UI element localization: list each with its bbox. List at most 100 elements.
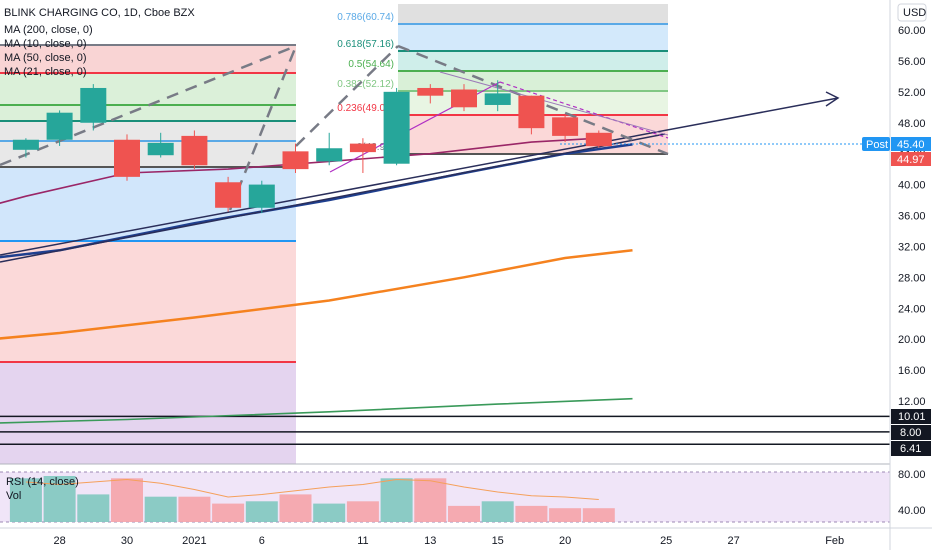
- legend-ma-200: MA (200, close, 0): [4, 24, 93, 36]
- x-tick-label: 15: [492, 535, 504, 547]
- volume-bar: [245, 501, 278, 522]
- pink-path-2: [499, 81, 669, 139]
- trend-lines: [0, 44, 890, 263]
- candle: [451, 84, 477, 112]
- volume-bar: [448, 505, 480, 522]
- candle: [282, 143, 309, 173]
- horizontal-levels: [0, 415, 890, 445]
- y-tick-label: 60.00: [898, 25, 926, 37]
- candle: [316, 132, 343, 166]
- fib-zone-purple: [0, 362, 296, 464]
- currency-button[interactable]: USD: [897, 3, 927, 22]
- candle: [181, 130, 208, 170]
- candle: [215, 176, 242, 212]
- candle: [80, 84, 107, 131]
- volume-bar: [212, 503, 245, 522]
- candle: [248, 180, 275, 214]
- fib-zone-right-green: [398, 71, 668, 91]
- rsi-label: RSI (14, close): [6, 476, 79, 488]
- level-10-01: 10.01: [898, 411, 926, 423]
- volume-bar: [279, 494, 312, 522]
- volume-bar: [144, 496, 177, 522]
- legend-ma-21: MA (21, close, 0): [4, 66, 87, 78]
- y-tick-label: 56.00: [898, 56, 926, 68]
- x-tick-label: 13: [424, 535, 436, 547]
- time-axis[interactable]: 28 30 2021 6 11 13 15 20 25 27 Feb: [53, 535, 844, 547]
- x-tick-label: 11: [357, 535, 368, 547]
- x-tick-label: Feb: [825, 535, 844, 547]
- y-tick-label: 24.00: [898, 303, 926, 315]
- fib-zone-green: [0, 73, 296, 121]
- fib-zone-right-grey: [398, 4, 668, 24]
- x-tick-label: 2021: [182, 535, 206, 547]
- dashed-projection-left-2: [0, 44, 297, 167]
- ma-line: [0, 137, 599, 204]
- candle: [518, 95, 545, 135]
- x-tick-label: 30: [121, 535, 133, 547]
- level-6-41: 6.41: [900, 443, 921, 455]
- price-tags: Post 45.40 44.97 10.01 8.00 6.41: [862, 137, 931, 456]
- y-tick-label: 52.00: [898, 87, 926, 99]
- legend-ma-50: MA (50, close, 0): [4, 52, 87, 64]
- y-tick-label: 40.00: [898, 180, 926, 192]
- fib-label: 0.618(57.16): [337, 39, 394, 50]
- ma-line: [0, 397, 633, 424]
- trend-line-lower: [0, 133, 666, 263]
- rsi-axis: 80.00 40.00: [898, 469, 926, 517]
- y-tick-label: 32.00: [898, 241, 926, 253]
- candle: [12, 138, 39, 158]
- volume-bar: [9, 478, 42, 522]
- legend-ma-10: MA (10, close, 0): [4, 38, 87, 50]
- volume-bar: [414, 478, 447, 522]
- volume-bar: [77, 494, 110, 522]
- volume-bar: [549, 508, 582, 522]
- fib-label: 0.236(49.01): [337, 103, 394, 114]
- dashed-projection-right: [295, 45, 399, 147]
- fib-zone-top: [0, 45, 296, 73]
- fib-zone-right-blue: [398, 24, 668, 51]
- volume-bar: [380, 478, 413, 522]
- fib-zone-right-teal: [398, 51, 668, 71]
- fib-label: 0.786(60.74): [337, 12, 394, 23]
- y-tick-label: 20.00: [898, 334, 926, 346]
- chart-title: BLINK CHARGING CO, 1D, Cboe BZX: [4, 7, 195, 19]
- candle: [147, 132, 174, 158]
- x-tick-label: 27: [727, 535, 739, 547]
- x-tick-label: 20: [559, 535, 571, 547]
- volume-bar: [515, 505, 548, 522]
- candle: [46, 110, 73, 146]
- currency-label: USD: [903, 7, 926, 19]
- volume-bar: [313, 503, 346, 522]
- trend-arrow-head: [825, 91, 840, 107]
- volume-bar: [111, 478, 143, 522]
- candle: [383, 87, 410, 166]
- volume-bars: [9, 476, 615, 522]
- y-tick-label: 36.00: [898, 211, 926, 223]
- volume-bar: [346, 501, 379, 522]
- fib-zone-blue: [0, 167, 296, 241]
- vol-label: Vol: [6, 490, 21, 502]
- volume-bar: [582, 508, 615, 522]
- x-tick-label: 25: [660, 535, 672, 547]
- candle: [417, 84, 444, 104]
- volume-bar: [481, 501, 514, 522]
- pink-path-3: [439, 71, 669, 136]
- fib-label: 0.382(52.12): [337, 79, 394, 90]
- price-axis-bg: [890, 0, 932, 550]
- trend-line-upper: [0, 97, 839, 256]
- y-tick-label: 16.00: [898, 365, 926, 377]
- last-price: 44.97: [897, 154, 925, 166]
- fib-zone-pink: [0, 241, 296, 362]
- level-8-00: 8.00: [900, 427, 921, 439]
- x-tick-label: 28: [53, 535, 65, 547]
- candle: [114, 134, 140, 181]
- rsi-tick-40: 40.00: [898, 505, 926, 517]
- ma-line: [0, 249, 633, 340]
- y-tick-label: 48.00: [898, 118, 926, 130]
- candle: [484, 80, 511, 112]
- y-tick-label: 12.00: [898, 396, 926, 408]
- fib-label: 0.5(54.64): [348, 59, 394, 70]
- legend: BLINK CHARGING CO, 1D, Cboe BZX MA (200,…: [4, 7, 195, 502]
- x-tick-label: 6: [259, 535, 265, 547]
